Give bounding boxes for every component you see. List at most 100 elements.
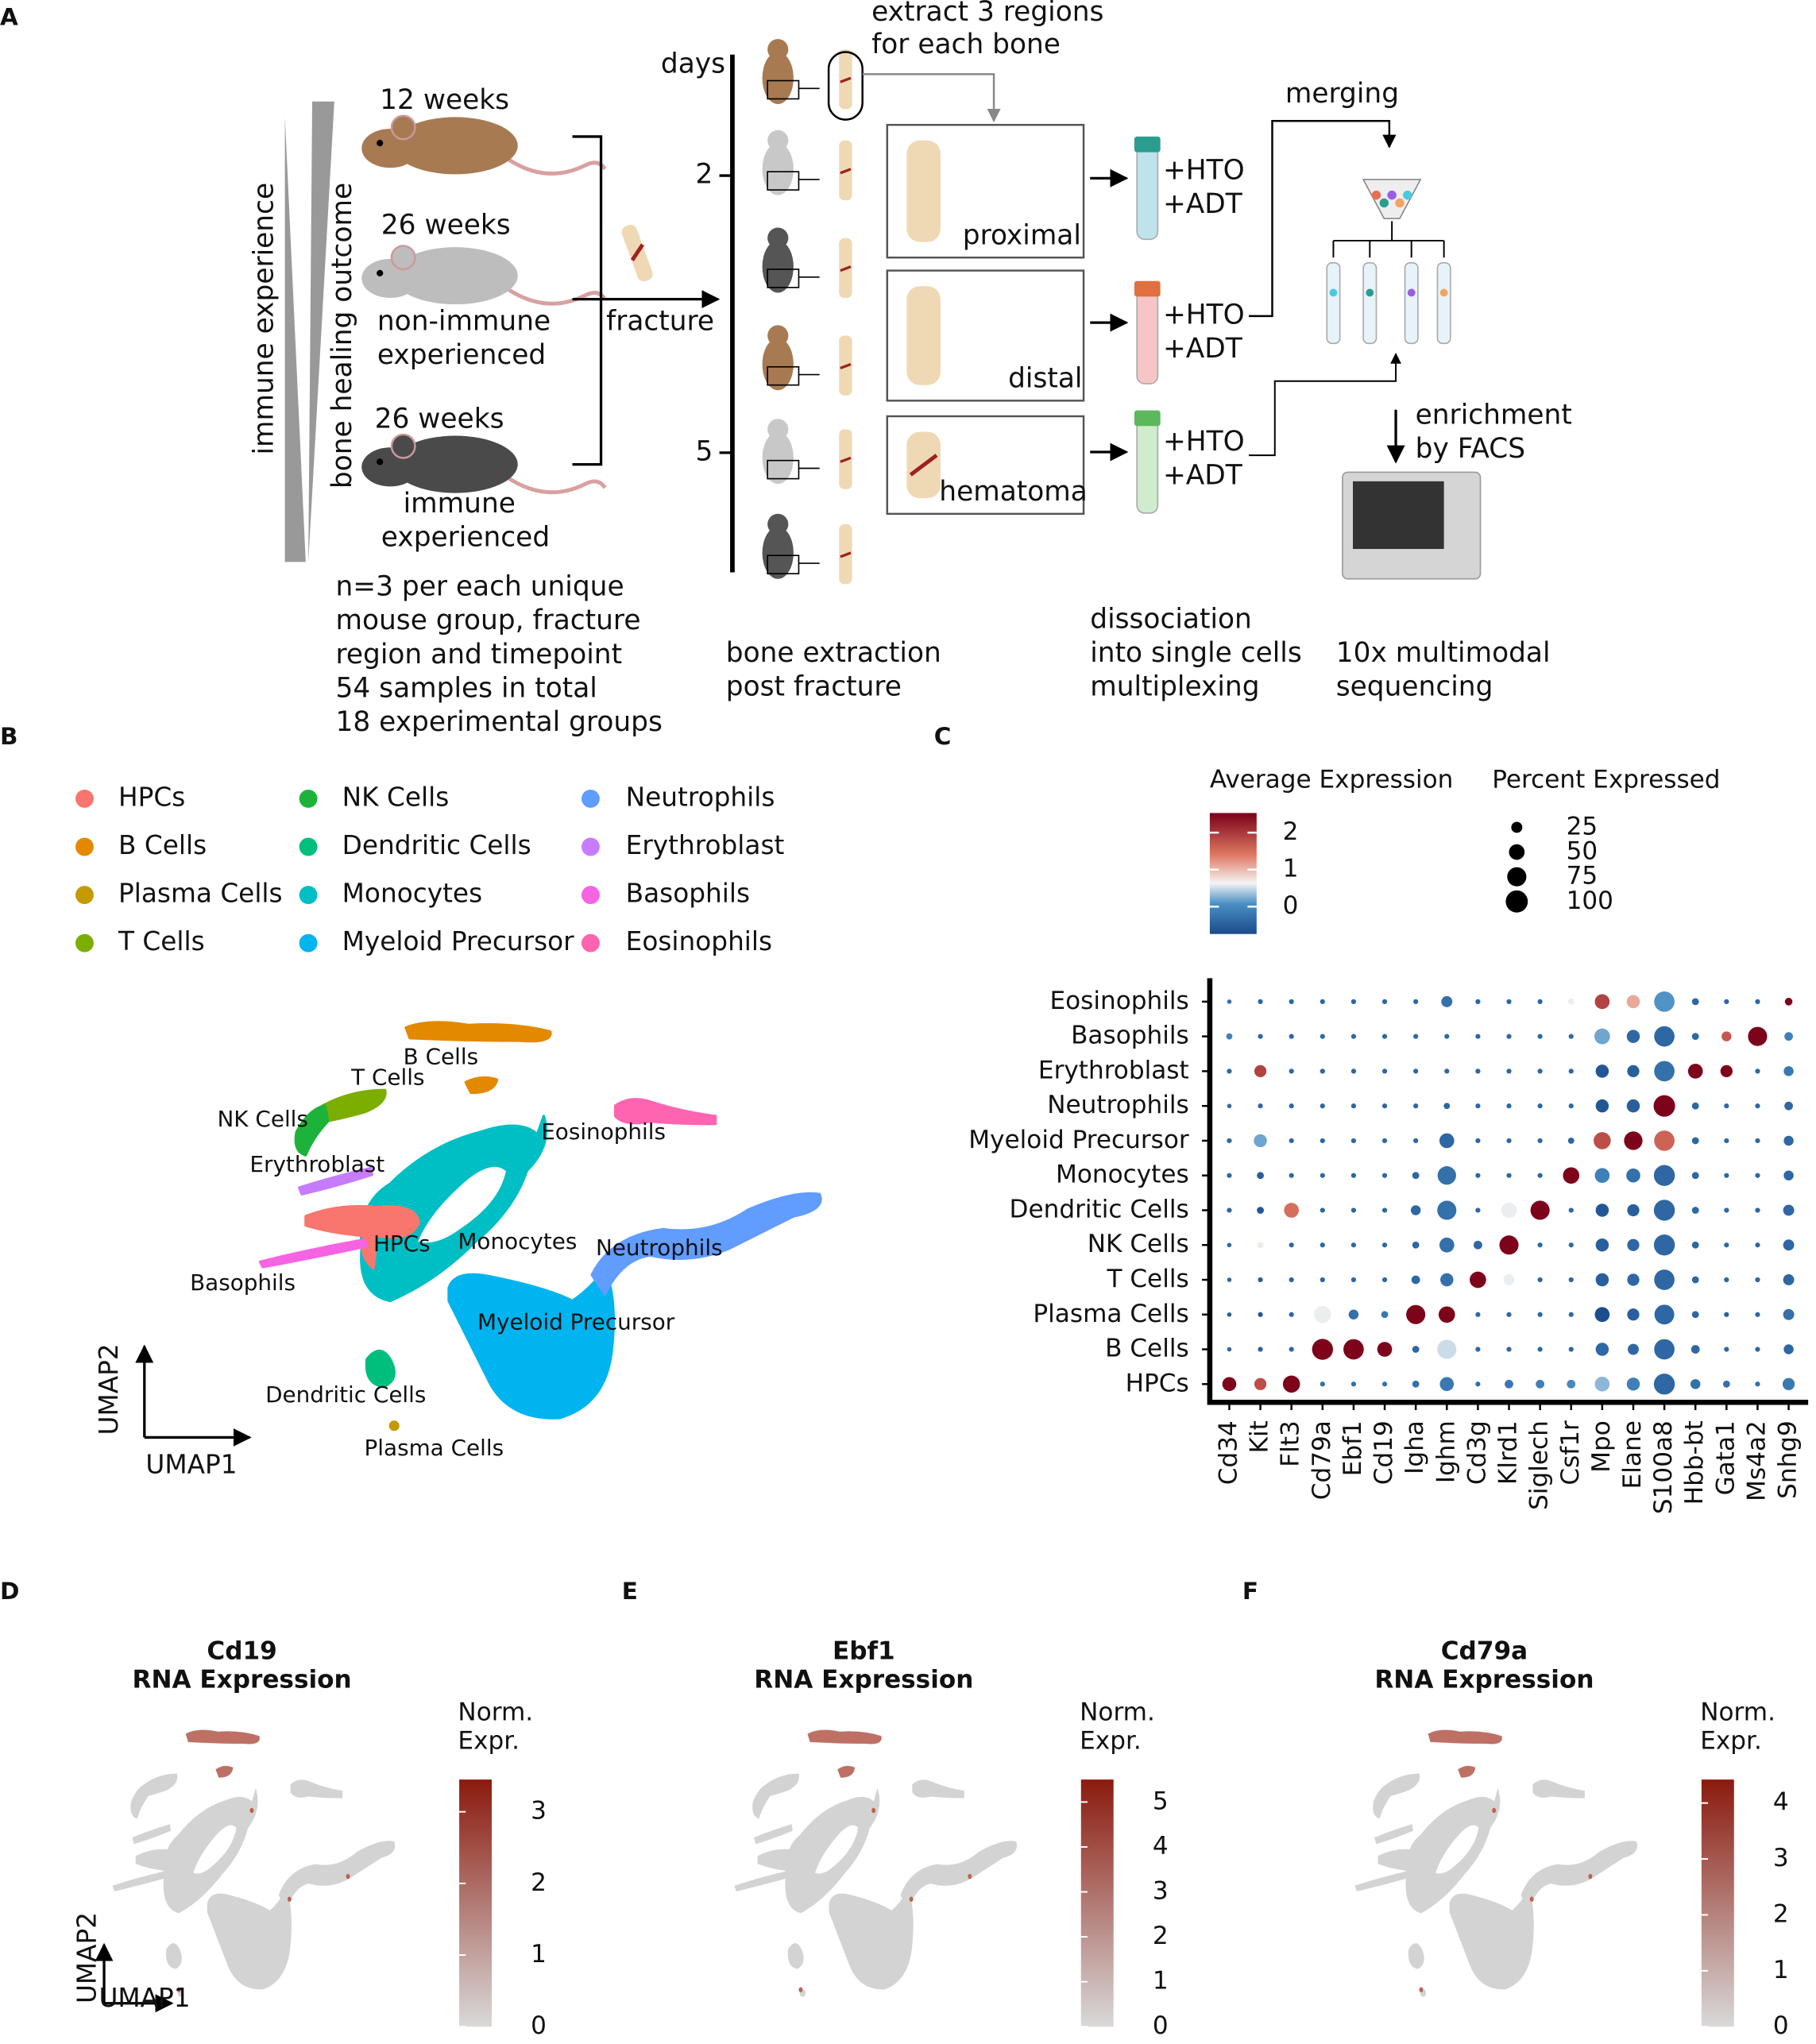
tube — [1136, 145, 1159, 241]
size-key — [1505, 890, 1528, 913]
color-tick-label: 1 — [531, 1940, 547, 1969]
dot — [1595, 1065, 1609, 1078]
dot — [1755, 999, 1760, 1004]
dot — [1381, 1207, 1388, 1213]
dot — [1755, 1381, 1760, 1387]
step-label: multiplexing — [1090, 671, 1259, 703]
dot — [1254, 1065, 1267, 1078]
mouse-icon — [361, 433, 607, 495]
umap-cluster — [753, 1824, 793, 1845]
umap-cluster — [365, 1349, 396, 1389]
dot — [1319, 1068, 1325, 1074]
dot — [1755, 1138, 1760, 1144]
dot — [1567, 998, 1575, 1005]
dot — [1381, 1381, 1388, 1387]
dot — [1653, 1235, 1675, 1256]
row-label: Dendritic Cells — [1010, 1195, 1189, 1223]
column-label: Cd79a — [1308, 1420, 1336, 1500]
dot — [1624, 1131, 1643, 1150]
dot — [1653, 1200, 1675, 1221]
dot — [1568, 1068, 1574, 1074]
dot — [1350, 1138, 1357, 1144]
tag-label: +ADT — [1163, 188, 1243, 220]
dot — [1413, 1103, 1419, 1109]
dot — [1654, 1130, 1675, 1151]
row-label: Neutrophils — [1047, 1091, 1188, 1119]
fracture-mark — [840, 168, 852, 175]
label: for each bone — [871, 29, 1061, 60]
dot — [1314, 1305, 1331, 1323]
dot — [1627, 1308, 1640, 1321]
panel-label: E — [622, 1578, 638, 1605]
dot — [1350, 1207, 1357, 1213]
dot — [1350, 1242, 1357, 1248]
dot — [1724, 1347, 1729, 1352]
umap-cluster — [734, 1870, 790, 1891]
bone-drawing — [906, 140, 941, 242]
dot — [1377, 1342, 1393, 1357]
umap-cluster — [829, 1888, 914, 1990]
dot — [1439, 1237, 1455, 1253]
color-tick-label: 2 — [1773, 1899, 1789, 1928]
dot — [1721, 1031, 1732, 1041]
dot — [1411, 1275, 1420, 1285]
expressing-cell — [287, 1896, 292, 1902]
legend-title: Expr. — [1700, 1727, 1762, 1756]
row-label: Basophils — [1071, 1022, 1189, 1050]
dot — [1222, 1377, 1237, 1392]
color-bar — [459, 1779, 493, 2027]
dot — [1381, 1034, 1388, 1039]
umap-cluster — [1386, 1773, 1420, 1797]
dot — [1258, 999, 1263, 1004]
dot — [1654, 1339, 1675, 1360]
dot — [1258, 1103, 1263, 1109]
dot — [1595, 1343, 1609, 1356]
color-bar — [1701, 1779, 1734, 2027]
column-label: Hbb-bt — [1680, 1420, 1709, 1505]
cluster-label: NK Cells — [217, 1106, 307, 1132]
cluster-label: Erythroblast — [249, 1151, 384, 1177]
dot — [1475, 1068, 1481, 1074]
fracture-mark — [840, 456, 852, 463]
dot — [1783, 1170, 1794, 1180]
tube-cap — [1134, 280, 1161, 297]
cluster-label: Basophils — [190, 1269, 296, 1296]
dot — [1783, 1274, 1795, 1285]
axis-label: UMAP2 — [71, 1912, 102, 2003]
dot — [1506, 1312, 1512, 1317]
umap-cluster — [1373, 1783, 1392, 1819]
axis-text: bone healing outcome — [326, 183, 358, 489]
crop-box — [767, 365, 800, 386]
label: 26 weeks — [381, 209, 511, 241]
dot — [1475, 1381, 1481, 1387]
column-label: Cd3g — [1462, 1420, 1491, 1485]
dot — [1440, 1273, 1454, 1287]
umap-cluster — [290, 1779, 343, 1799]
umap-cluster — [132, 1824, 172, 1845]
sequencer-screen — [1353, 481, 1444, 550]
dot — [1413, 1138, 1419, 1144]
column-label: Cd19 — [1370, 1420, 1398, 1485]
dot — [1289, 1242, 1294, 1248]
crop-box — [767, 554, 800, 574]
dot — [1258, 1277, 1263, 1283]
legend-swatch — [299, 886, 318, 905]
step-label: 10x multimodal — [1336, 637, 1551, 669]
umap-cluster — [294, 1104, 330, 1157]
dot — [1537, 1034, 1543, 1039]
umap-cluster — [900, 1841, 1017, 1911]
step-label: sequencing — [1336, 671, 1493, 703]
dot — [1381, 1068, 1388, 1074]
legend-swatch — [581, 837, 600, 856]
feature-umap — [1354, 1729, 1638, 1997]
legend-label: Monocytes — [342, 879, 482, 909]
cluster-label: Dendritic Cells — [265, 1381, 426, 1408]
dot — [1691, 1276, 1699, 1284]
cell-dot — [1366, 288, 1374, 297]
umap-cluster — [1408, 1943, 1424, 1969]
dot — [1724, 1312, 1729, 1317]
cell-dot — [1407, 288, 1416, 297]
column-label: Snhg9 — [1774, 1420, 1802, 1499]
dot — [1258, 1347, 1263, 1352]
umap-cluster — [613, 1098, 717, 1126]
